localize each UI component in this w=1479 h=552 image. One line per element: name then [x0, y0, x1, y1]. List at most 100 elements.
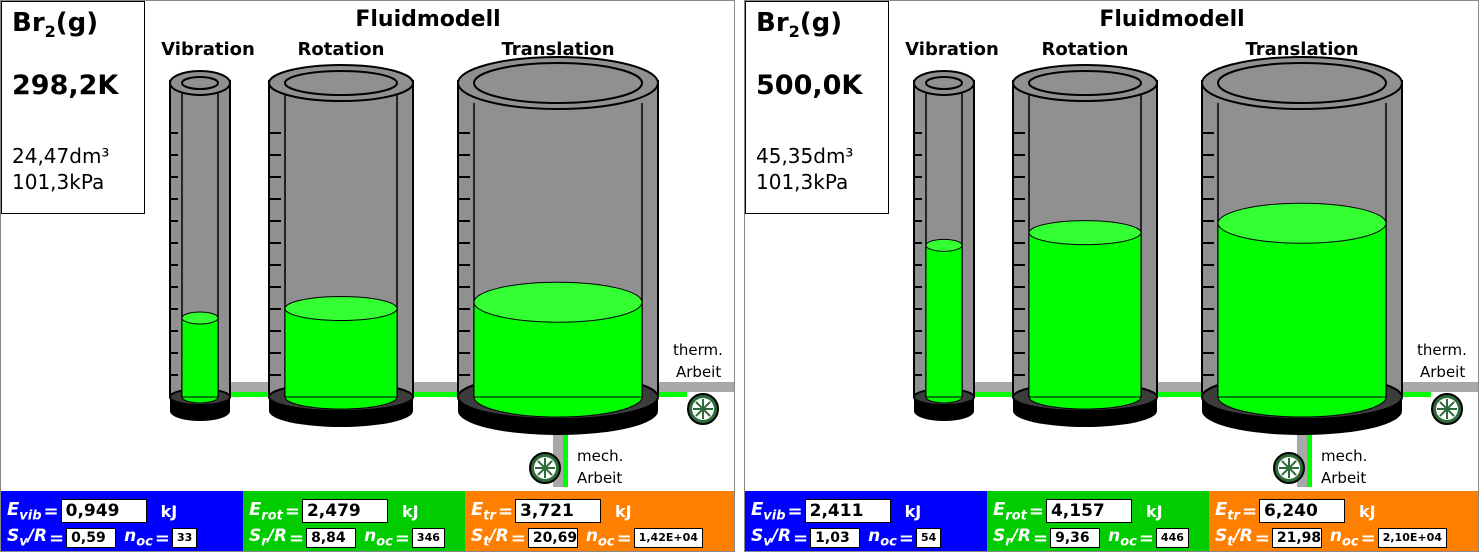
fluid-column	[925, 244, 963, 398]
fluid-surface	[925, 238, 963, 252]
cylinder-opening	[1217, 62, 1387, 104]
fluid-column	[284, 308, 398, 398]
therm-work-label: therm.	[673, 341, 723, 359]
fluid-column	[473, 301, 643, 398]
mech-work-label: mech.	[577, 447, 623, 465]
vibration-label: Vibration	[905, 39, 999, 60]
vibration-cylinder	[169, 70, 231, 421]
therm-work-label: therm.	[1417, 341, 1467, 359]
state-info-box: Br2(g) 298,2K 24,47dm³ 101,3kPa	[1, 1, 145, 214]
translation-energy-field[interactable]: 3,721	[515, 499, 602, 523]
valve-spoke	[1446, 408, 1455, 417]
mech-pipe-fluid	[563, 397, 568, 487]
rotation-readout-bar: Erot = 4,157 kJ Sr/R = 9,36 noc = 446	[987, 491, 1209, 551]
mech-pipe-fluid	[1307, 397, 1312, 487]
rotation-label: Rotation	[298, 39, 385, 60]
rotation-cylinder	[1012, 64, 1158, 427]
state-info-box: Br2(g) 500,0K 45,35dm³ 101,3kPa	[745, 1, 889, 214]
valve-spoke	[1281, 467, 1290, 476]
temperature-value: 298,2K	[12, 70, 119, 101]
mech-work-label-2: Arbeit	[577, 469, 622, 487]
translation-readout-bar: Etr = 3,721 kJ St/R = 20,69 noc = 1,42E+04	[465, 491, 734, 551]
valve-spoke	[695, 401, 704, 410]
vibration-energy-field[interactable]: 0,949	[60, 499, 147, 523]
valve-spoke	[1288, 460, 1297, 469]
vibration-cylinder	[913, 70, 975, 421]
vibration-entropy-field[interactable]: 0,59	[66, 528, 117, 548]
translation-readout-bar: Etr = 6,240 kJ St/R = 21,98 noc = 2,10E+04	[1209, 491, 1478, 551]
fluid-surface	[284, 296, 398, 322]
fluid-column	[181, 317, 219, 398]
fluid-surface	[1028, 220, 1142, 246]
fluid-model-panel-right: Fluidmodell Vibration Rotation Translation t…	[744, 0, 1479, 552]
translation-entropy-field[interactable]: 21,98	[1271, 528, 1322, 548]
translation-cylinder	[1201, 56, 1403, 435]
valve-spoke	[544, 467, 553, 476]
model-title: Fluidmodell	[355, 7, 500, 32]
rotation-entropy-field[interactable]: 8,84	[306, 528, 357, 548]
valve-spoke	[702, 401, 711, 410]
vibration-entropy-field[interactable]: 1,03	[810, 528, 861, 548]
rotation-readout-bar: Erot = 2,479 kJ Sr/R = 8,84 noc = 346	[243, 491, 465, 551]
therm-valve-wheel-icon	[687, 393, 719, 425]
species-formula: Br2(g)	[756, 8, 843, 42]
mech-valve-wheel-icon	[529, 452, 561, 484]
mech-pipe	[1297, 397, 1307, 487]
cylinder-opening	[284, 70, 398, 96]
mech-work-label: mech.	[1321, 447, 1367, 465]
vibration-readout-bar: Evib = 0,949 kJ Sv/R = 0,59 noc = 33	[1, 491, 243, 551]
translation-noc-field[interactable]: 1,42E+04	[633, 528, 703, 548]
volume-value: 24,47dm³	[12, 144, 110, 168]
valve-spoke	[1439, 401, 1448, 410]
rotation-energy-field[interactable]: 2,479	[301, 499, 388, 523]
pipe-fluid	[959, 392, 1431, 397]
rotation-energy-field[interactable]: 4,157	[1045, 499, 1132, 523]
species-formula: Br2(g)	[12, 8, 99, 42]
translation-label: Translation	[501, 39, 614, 60]
cylinder-opening	[925, 76, 963, 90]
fluid-surface	[181, 311, 219, 325]
translation-label: Translation	[1245, 39, 1358, 60]
cylinder-opening	[181, 76, 219, 90]
pressure-value: 101,3kPa	[756, 170, 849, 194]
valve-spoke	[695, 408, 704, 417]
fluid-model-scene: Fluidmodell Vibration Rotation Translation t…	[161, 7, 734, 487]
mech-valve-wheel-icon	[1273, 452, 1305, 484]
fluid-column	[1217, 222, 1387, 398]
mech-pipe	[553, 397, 563, 487]
therm-work-label-2: Arbeit	[1420, 363, 1465, 381]
vibration-noc-field[interactable]: 33	[171, 528, 198, 548]
translation-entropy-field[interactable]: 20,69	[527, 528, 578, 548]
fluid-surface	[473, 281, 643, 323]
rotation-label: Rotation	[1042, 39, 1129, 60]
valve-spoke	[1446, 401, 1455, 410]
vibration-readout-bar: Evib = 2,411 kJ Sv/R = 1,03 noc = 54	[745, 491, 987, 551]
valve-spoke	[1281, 460, 1290, 469]
valve-spoke	[1288, 467, 1297, 476]
vibration-label: Vibration	[161, 39, 255, 60]
rotation-entropy-field[interactable]: 9,36	[1050, 528, 1101, 548]
fluid-model-scene: Fluidmodell Vibration Rotation Translation t…	[905, 7, 1478, 487]
valve-spoke	[537, 460, 546, 469]
vibration-noc-field[interactable]: 54	[915, 528, 942, 548]
pressure-value: 101,3kPa	[12, 170, 105, 194]
translation-noc-field[interactable]: 2,10E+04	[1377, 528, 1447, 548]
translation-cylinder	[457, 56, 659, 435]
valve-spoke	[702, 408, 711, 417]
temperature-value: 500,0K	[756, 70, 863, 101]
pipe-fluid	[215, 392, 687, 397]
fluid-surface	[1217, 202, 1387, 244]
valve-spoke	[1439, 408, 1448, 417]
rotation-noc-field[interactable]: 346	[411, 528, 445, 548]
fluid-column	[1028, 232, 1142, 398]
fluid-model-panel-left: Fluidmodell Vibration Rotation Translation t…	[0, 0, 735, 552]
translation-energy-field[interactable]: 6,240	[1259, 499, 1346, 523]
rotation-cylinder	[268, 64, 414, 427]
rotation-noc-field[interactable]: 446	[1155, 528, 1189, 548]
valve-spoke	[544, 460, 553, 469]
vibration-energy-field[interactable]: 2,411	[804, 499, 891, 523]
therm-work-label-2: Arbeit	[676, 363, 721, 381]
valve-spoke	[537, 467, 546, 476]
cylinder-opening	[473, 62, 643, 104]
cylinder-opening	[1028, 70, 1142, 96]
